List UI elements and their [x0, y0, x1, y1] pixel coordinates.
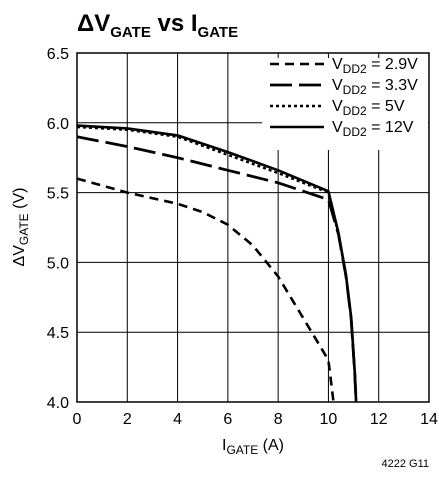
legend-label-main: V [332, 98, 343, 115]
x-tick-label: 14 [420, 411, 438, 428]
legend-label-v5: VDD2 = 5V [332, 98, 405, 118]
series-line-v12 [76, 124, 358, 403]
y-tick-label: 4.0 [47, 395, 69, 412]
figure-id: 4222 G11 [381, 458, 429, 470]
y-axis-label-sub: GATE [17, 213, 31, 245]
chart-title-middle: vs I [151, 10, 198, 37]
x-tick-label: 6 [223, 411, 232, 428]
legend-label-suffix: = 2.9V [367, 56, 418, 73]
legend-label-sub: DD2 [343, 125, 367, 139]
x-axis-label-main: I [222, 437, 226, 454]
x-tick-label: 0 [73, 411, 82, 428]
legend-background [262, 58, 428, 150]
y-tick-label: 5.0 [47, 255, 69, 272]
legend-label-sub: DD2 [343, 62, 367, 76]
legend-label-sub: DD2 [343, 83, 367, 97]
legend-label-v29: VDD2 = 2.9V [332, 56, 418, 76]
legend-label-suffix: = 3.3V [367, 77, 418, 94]
y-tick-label: 6.5 [47, 46, 69, 63]
legend-label-sub: DD2 [343, 104, 367, 118]
x-axis-label-sub: GATE [226, 443, 258, 457]
legend-label-v33: VDD2 = 3.3V [332, 77, 418, 97]
legend-label-suffix: = 5V [367, 98, 405, 115]
legend-label-v12: VDD2 = 12V [332, 119, 414, 139]
legend-label-main: V [332, 56, 343, 73]
ticks-group: 0 2 4 6 8 10 12 14 4.0 4.5 5.0 5.5 6.0 6.5 [47, 46, 438, 428]
x-axis-label: IGATE (A) [222, 437, 284, 457]
series-group [76, 124, 358, 403]
plot-border [76, 52, 430, 403]
chart-title-prefix-sub: GATE [110, 24, 151, 41]
x-tick-label: 4 [173, 411, 182, 428]
y-axis-label-main: ΔV [11, 245, 28, 267]
y-tick-label: 4.5 [47, 325, 69, 342]
x-axis-label-suffix: (A) [258, 437, 284, 454]
x-tick-label: 10 [320, 411, 338, 428]
y-axis-label-suffix: (V) [11, 188, 28, 214]
x-tick-label: 8 [274, 411, 283, 428]
legend-label-main: V [332, 77, 343, 94]
y-axis-label: ΔVGATE (V) [11, 188, 31, 267]
chart-title-prefix: ΔV [77, 10, 110, 37]
x-tick-label: 2 [123, 411, 132, 428]
x-tick-label: 12 [370, 411, 388, 428]
y-tick-label: 5.5 [47, 186, 69, 203]
legend-label-suffix: = 12V [367, 119, 414, 136]
y-tick-label: 6.0 [47, 116, 69, 133]
chart-title: ΔVGATE vs IGATE [77, 10, 238, 41]
legend-label-main: V [332, 119, 343, 136]
chart-title-middle-sub: GATE [198, 24, 239, 41]
